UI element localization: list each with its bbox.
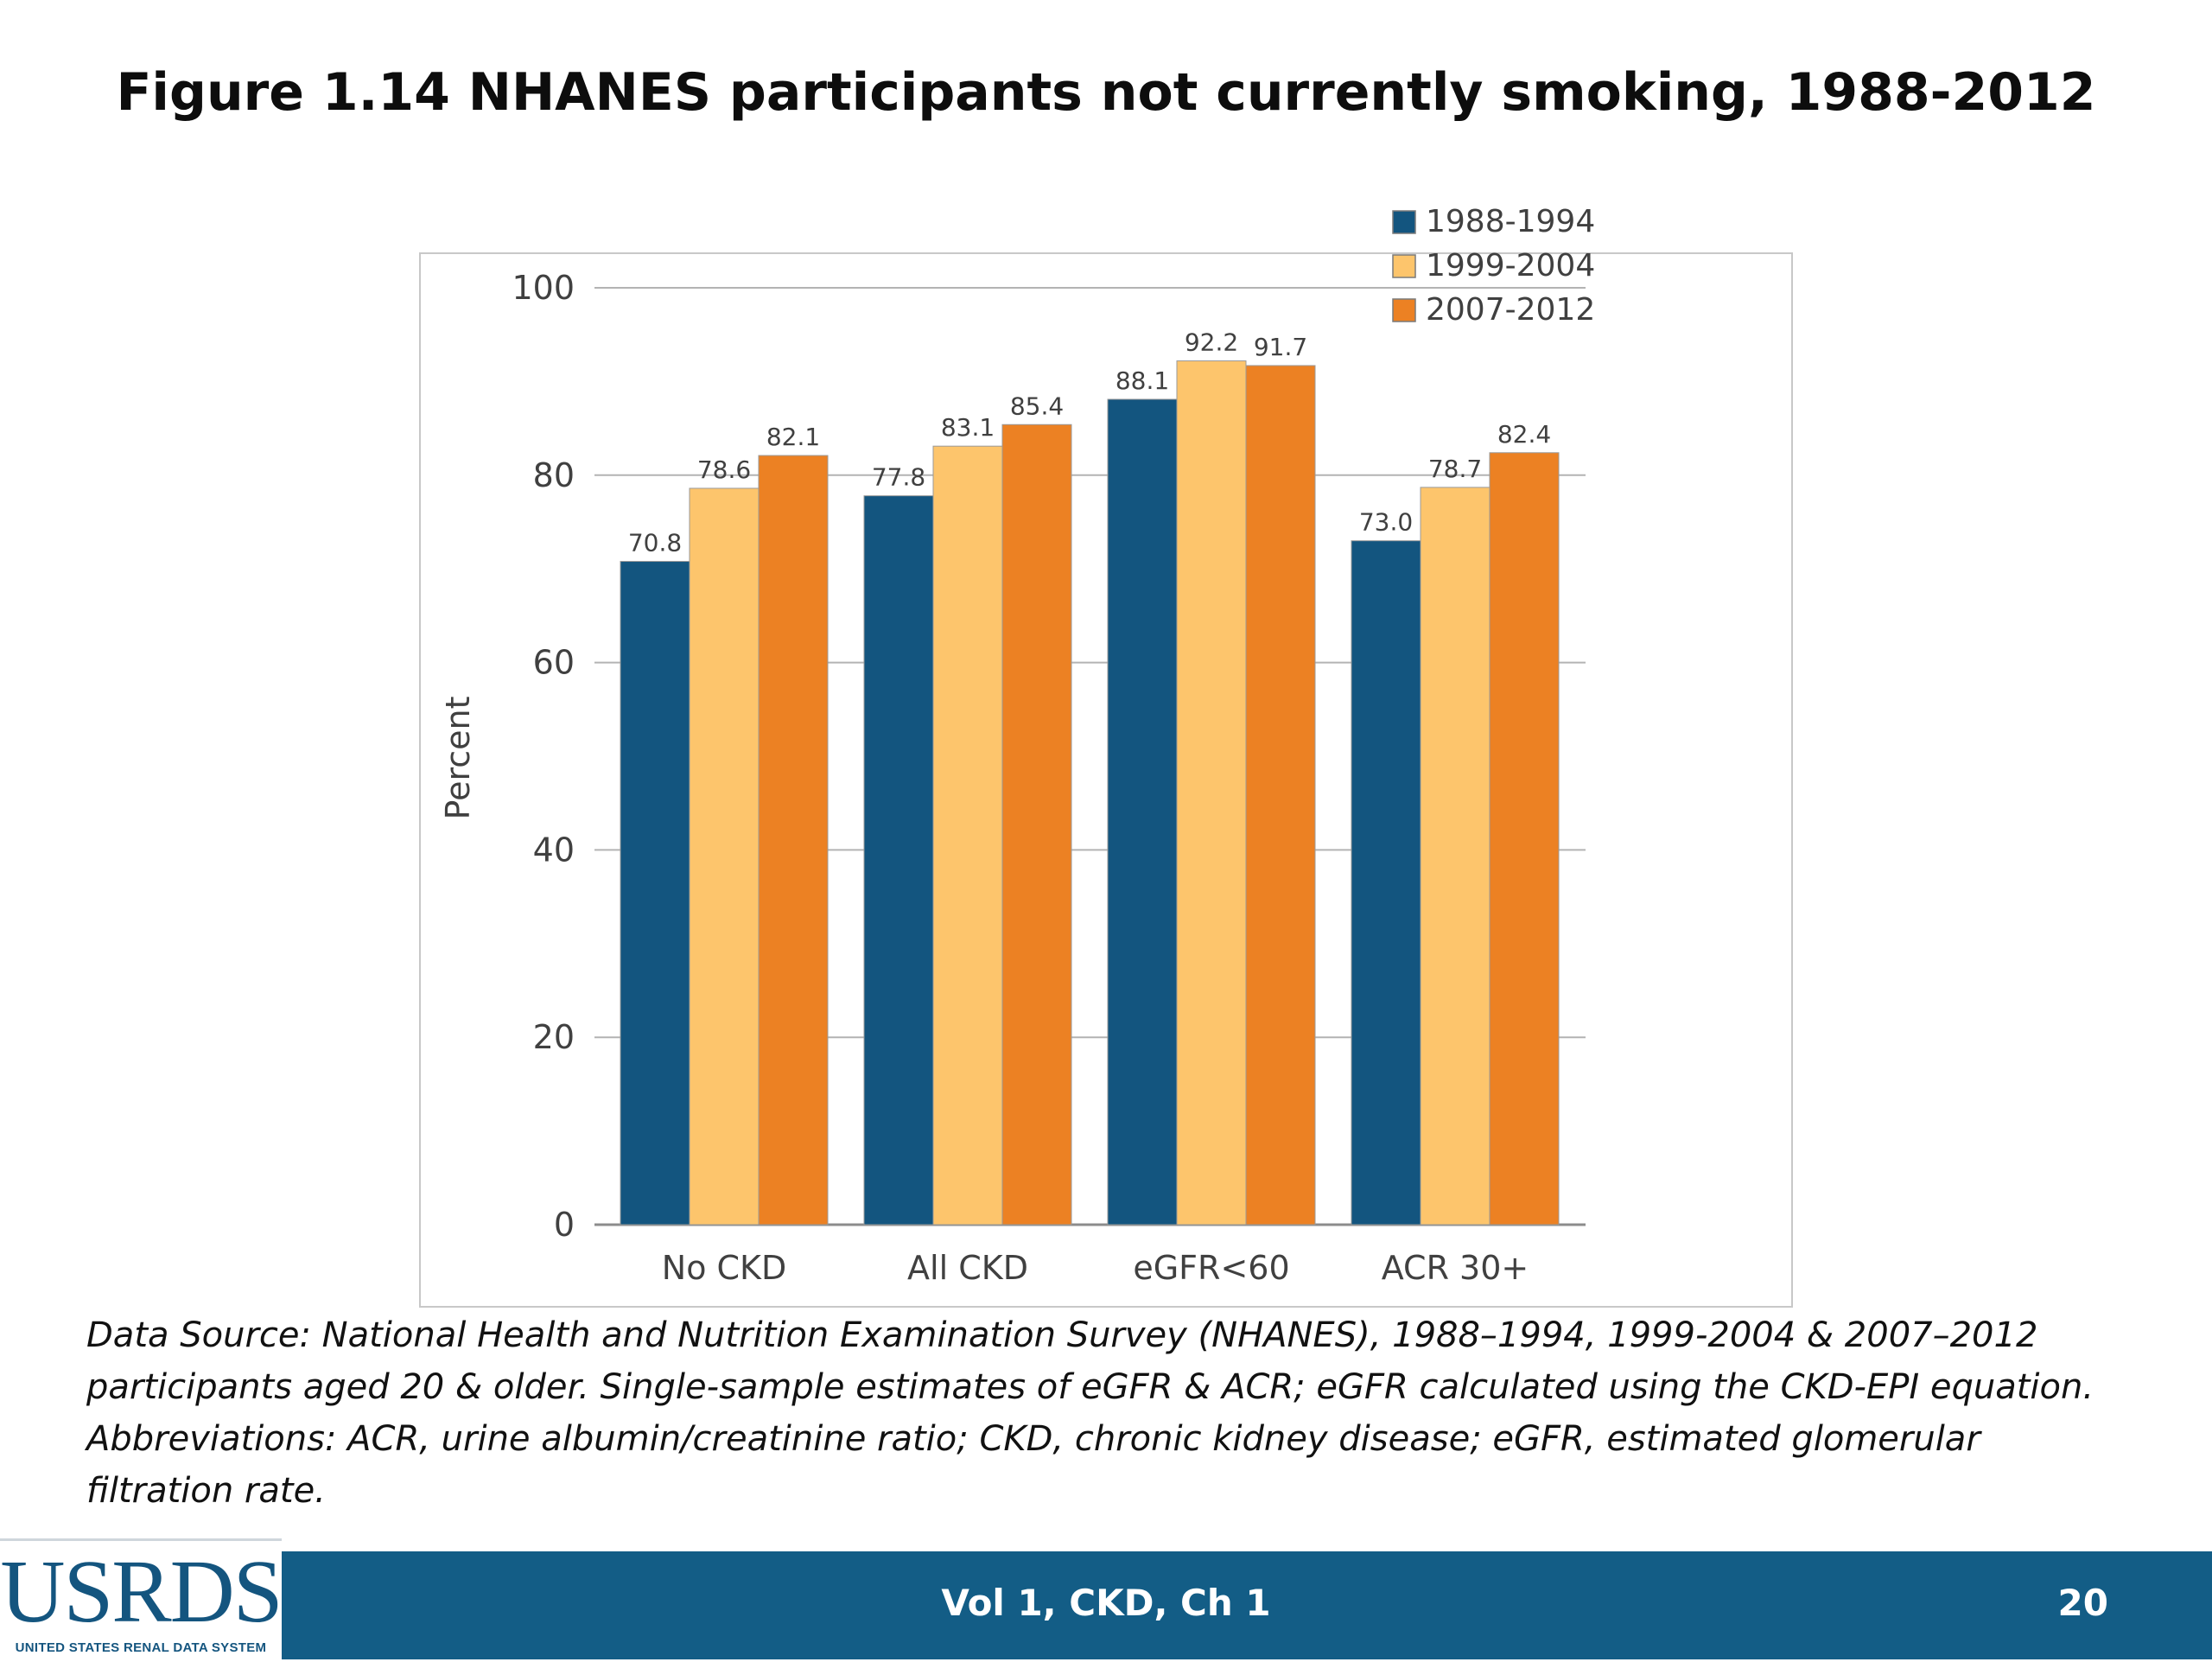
bar — [620, 561, 690, 1226]
x-tick-label: ACR 30+ — [1382, 1249, 1529, 1287]
x-tick-label: eGFR<60 — [1133, 1249, 1289, 1287]
y-tick-label: 80 — [533, 456, 575, 494]
caption-line: Abbreviations: ACR, urine albumin/creati… — [86, 1419, 1980, 1459]
legend-label: 2007-2012 — [1426, 292, 1595, 328]
bar — [1245, 365, 1316, 1226]
x-axis-labels: No CKD All CKD eGFR<60 ACR 30+ — [662, 1249, 1529, 1287]
y-tick-label: 20 — [533, 1018, 575, 1056]
data-label: 82.1 — [766, 423, 820, 451]
y-axis-title: Percent — [439, 697, 477, 820]
data-label: 78.6 — [697, 455, 751, 484]
y-tick-label: 100 — [512, 269, 575, 307]
page-number: 20 — [2057, 1582, 2108, 1624]
bar — [758, 455, 829, 1226]
bar — [1107, 398, 1178, 1226]
data-source-caption: Data Source: National Health and Nutriti… — [86, 1309, 2143, 1517]
data-label: 70.8 — [628, 529, 682, 557]
data-label: 83.1 — [941, 413, 995, 442]
slide-title: Figure 1.14 NHANES participants not curr… — [116, 62, 2096, 123]
usrds-logo: USRDS — [0, 1542, 283, 1641]
legend-label: 1988-1994 — [1426, 204, 1595, 239]
legend-swatch — [1392, 254, 1416, 278]
bar — [1420, 487, 1491, 1226]
data-label: 73.0 — [1359, 508, 1413, 537]
bar — [689, 487, 760, 1226]
bar — [1001, 423, 1072, 1226]
bar — [863, 495, 934, 1226]
data-labels: 70.8 78.6 82.1 77.8 83.1 85.4 88.1 92.2 91.7 73.0… — [628, 328, 1551, 557]
legend-label: 1999-2004 — [1426, 248, 1595, 283]
data-label: 92.2 — [1185, 328, 1238, 357]
legend: 1988-1994 1999-2004 2007-2012 — [1392, 204, 1595, 328]
usrds-logo-tagline: UNITED STATES RENAL DATA SYSTEM — [15, 1640, 267, 1655]
bar — [1176, 360, 1247, 1226]
y-tick-label: 0 — [554, 1206, 575, 1244]
y-tick-label: 40 — [533, 831, 575, 869]
bar — [1351, 540, 1421, 1226]
y-tick-label: 60 — [533, 644, 575, 682]
bar — [1489, 452, 1560, 1226]
bar — [932, 445, 1003, 1226]
data-label: 91.7 — [1254, 333, 1307, 361]
caption-line: participants aged 20 & older. Single-sam… — [86, 1367, 2094, 1407]
y-axis-ticks: 0 20 40 60 80 100 — [512, 269, 575, 1244]
x-tick-label: All CKD — [907, 1249, 1028, 1287]
caption-line: Data Source: National Health and Nutriti… — [86, 1315, 2038, 1355]
x-tick-label: No CKD — [662, 1249, 786, 1287]
caption-line: filtration rate. — [86, 1471, 326, 1511]
legend-swatch — [1392, 210, 1416, 234]
data-label: 78.7 — [1428, 455, 1482, 483]
usrds-logo-box — [0, 1538, 282, 1662]
data-label: 82.4 — [1497, 420, 1551, 449]
bar-chart: 0 20 40 60 80 100 70.8 78.6 82.1 77.8 83.1 85.4 88.… — [419, 204, 1793, 1308]
legend-swatch — [1392, 298, 1416, 322]
bars — [620, 360, 1560, 1226]
data-label: 88.1 — [1116, 366, 1169, 395]
footer-bar — [0, 1551, 2212, 1659]
footer-volume-label: Vol 1, CKD, Ch 1 — [941, 1582, 1271, 1624]
data-label: 77.8 — [872, 463, 925, 492]
data-label: 85.4 — [1010, 392, 1064, 420]
